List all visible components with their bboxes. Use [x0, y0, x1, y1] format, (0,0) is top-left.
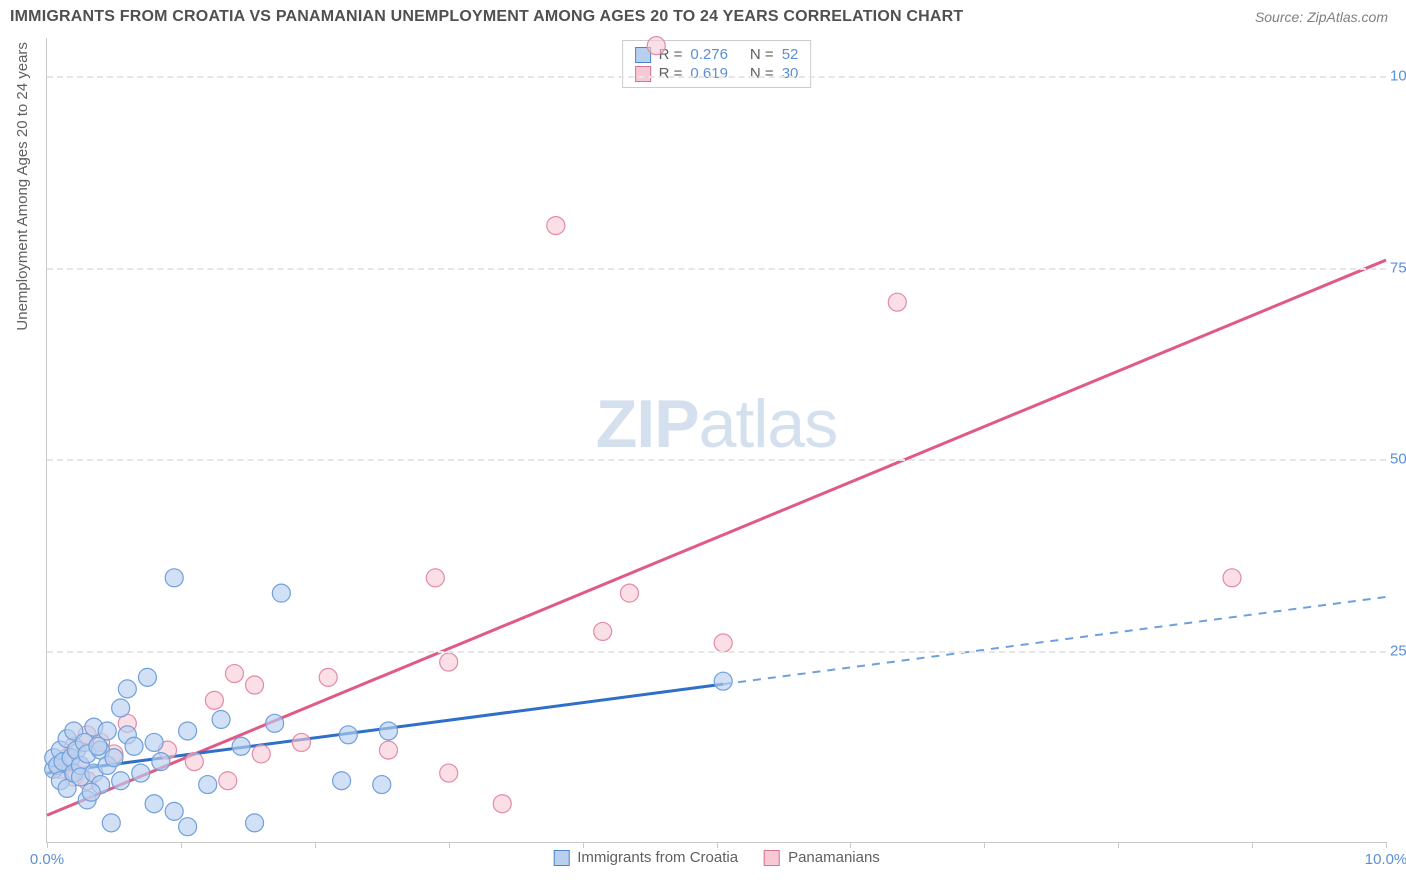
- data-point-blue: [333, 772, 351, 790]
- data-point-pink: [714, 634, 732, 652]
- data-point-blue: [179, 818, 197, 836]
- legend-item-croatia: Immigrants from Croatia: [553, 849, 738, 866]
- data-point-pink: [292, 733, 310, 751]
- x-tick-label: 0.0%: [30, 851, 64, 868]
- data-point-pink: [647, 37, 665, 55]
- data-point-pink: [319, 668, 337, 686]
- x-tick: [984, 842, 985, 848]
- data-point-blue: [132, 764, 150, 782]
- data-point-pink: [225, 665, 243, 683]
- y-axis-label: Unemployment Among Ages 20 to 24 years: [14, 42, 31, 331]
- data-point-blue: [339, 726, 357, 744]
- gridline: [47, 459, 1386, 461]
- data-point-blue: [102, 814, 120, 832]
- legend-label-croatia: Immigrants from Croatia: [577, 849, 738, 866]
- data-point-pink: [547, 217, 565, 235]
- data-point-blue: [89, 737, 107, 755]
- x-tick: [1386, 842, 1387, 848]
- source-label: Source: ZipAtlas.com: [1255, 9, 1388, 25]
- x-tick: [181, 842, 182, 848]
- data-point-blue: [373, 776, 391, 794]
- data-point-pink: [379, 741, 397, 759]
- data-point-pink: [440, 653, 458, 671]
- data-point-pink: [620, 584, 638, 602]
- x-tick: [717, 842, 718, 848]
- y-tick-label: 100.0%: [1390, 68, 1406, 85]
- x-tick: [583, 842, 584, 848]
- data-point-blue: [212, 710, 230, 728]
- chart-title: IMMIGRANTS FROM CROATIA VS PANAMANIAN UN…: [10, 8, 963, 26]
- data-point-pink: [594, 622, 612, 640]
- legend-item-panamanians: Panamanians: [764, 849, 880, 866]
- x-tick-label: 10.0%: [1365, 851, 1406, 868]
- data-point-blue: [82, 783, 100, 801]
- x-tick: [1118, 842, 1119, 848]
- data-point-blue: [199, 776, 217, 794]
- y-tick-label: 75.0%: [1390, 259, 1406, 276]
- x-tick: [850, 842, 851, 848]
- data-point-blue: [165, 802, 183, 820]
- data-point-blue: [266, 714, 284, 732]
- data-point-pink: [185, 753, 203, 771]
- gridline: [47, 651, 1386, 653]
- data-point-blue: [272, 584, 290, 602]
- gridline: [47, 268, 1386, 270]
- data-point-blue: [138, 668, 156, 686]
- data-point-pink: [1223, 569, 1241, 587]
- data-point-blue: [152, 753, 170, 771]
- data-point-blue: [145, 795, 163, 813]
- data-point-pink: [252, 745, 270, 763]
- data-point-blue: [105, 749, 123, 767]
- series-legend: Immigrants from Croatia Panamanians: [553, 849, 880, 866]
- gridline: [47, 76, 1386, 78]
- swatch-blue-icon: [553, 850, 569, 866]
- data-point-blue: [179, 722, 197, 740]
- y-tick-label: 50.0%: [1390, 451, 1406, 468]
- data-point-pink: [493, 795, 511, 813]
- plot-area: ZIPatlas R = 0.276 N = 52 R = 0.619 N = …: [46, 38, 1386, 843]
- data-point-blue: [118, 680, 136, 698]
- data-point-blue: [145, 733, 163, 751]
- x-tick: [47, 842, 48, 848]
- data-point-blue: [232, 737, 250, 755]
- data-point-blue: [112, 699, 130, 717]
- data-point-blue: [246, 814, 264, 832]
- trend-line-blue-extrapolated: [723, 597, 1386, 684]
- data-point-pink: [219, 772, 237, 790]
- data-point-pink: [888, 293, 906, 311]
- data-point-pink: [426, 569, 444, 587]
- data-point-pink: [440, 764, 458, 782]
- data-point-pink: [246, 676, 264, 694]
- x-tick: [315, 842, 316, 848]
- data-point-blue: [379, 722, 397, 740]
- data-point-blue: [112, 772, 130, 790]
- scatter-svg: [47, 38, 1386, 842]
- data-point-blue: [165, 569, 183, 587]
- data-point-blue: [125, 737, 143, 755]
- x-tick: [1252, 842, 1253, 848]
- data-point-pink: [205, 691, 223, 709]
- trend-line-pink: [47, 260, 1386, 815]
- legend-label-panamanians: Panamanians: [788, 849, 880, 866]
- y-tick-label: 25.0%: [1390, 642, 1406, 659]
- x-tick: [449, 842, 450, 848]
- swatch-pink-icon: [764, 850, 780, 866]
- data-point-blue: [714, 672, 732, 690]
